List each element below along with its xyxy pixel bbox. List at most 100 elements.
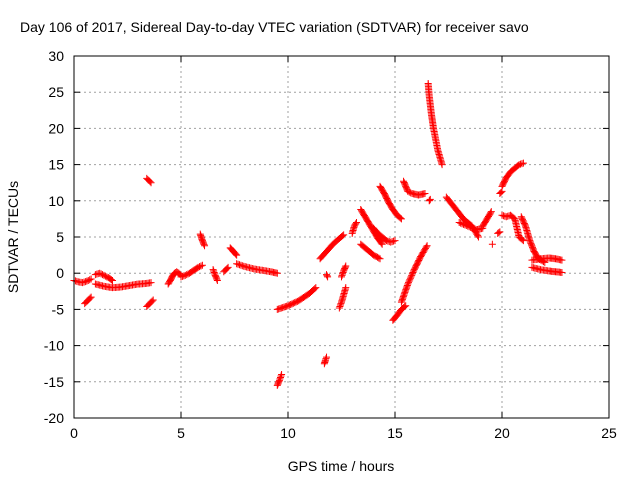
data-point — [210, 268, 218, 276]
data-point — [339, 232, 347, 240]
data-point — [519, 159, 527, 167]
data-point — [455, 219, 463, 227]
data-point — [406, 274, 414, 282]
data-point — [496, 228, 504, 236]
data-point — [197, 262, 205, 270]
series-arc-29 — [425, 195, 434, 205]
data-point — [404, 279, 412, 287]
data-point — [336, 301, 344, 309]
y-axis-label: SDTVAR / TECUs — [5, 181, 21, 293]
data-point — [422, 243, 430, 251]
data-point — [391, 237, 399, 245]
series-arc-05 — [143, 174, 155, 187]
x-tick-labels: 0 5 10 15 20 25 — [70, 425, 617, 441]
data-point — [213, 276, 221, 284]
data-point — [338, 273, 345, 281]
data-point — [233, 251, 241, 259]
x-tick-label: 15 — [387, 425, 403, 441]
series-arc-04 — [91, 279, 155, 292]
data-point — [497, 188, 505, 196]
series-arc-17 — [323, 271, 332, 281]
data-point — [518, 236, 526, 244]
x-tick-label: 0 — [70, 425, 78, 441]
data-point — [458, 220, 466, 228]
y-tick-labels: -20 -15 -10 -5 0 5 10 15 20 25 30 — [44, 48, 64, 426]
series-arc-09 — [196, 230, 209, 250]
y-tick-label: 10 — [48, 193, 64, 209]
data-point — [352, 219, 360, 227]
series-arc-14 — [273, 371, 286, 389]
data-point — [311, 285, 319, 293]
data-point — [341, 263, 349, 271]
y-tick-label: 5 — [56, 229, 64, 245]
series-arc-34 — [488, 240, 496, 248]
series-arc-06 — [143, 296, 157, 311]
y-tick-label: -15 — [44, 374, 64, 390]
data-point — [87, 275, 95, 283]
data-points — [70, 80, 566, 389]
series-arc-28 — [400, 177, 429, 199]
data-point — [342, 284, 350, 292]
data-point — [183, 271, 191, 279]
data-point — [396, 214, 404, 222]
data-point — [378, 240, 386, 248]
data-point — [426, 195, 434, 203]
data-point — [147, 279, 155, 287]
data-point — [100, 271, 108, 279]
series-arc-07 — [164, 268, 185, 288]
data-point — [223, 264, 231, 272]
data-point — [464, 222, 472, 230]
data-point — [107, 276, 115, 284]
data-point — [275, 376, 283, 384]
data-point — [97, 270, 105, 278]
x-tick-label: 20 — [494, 425, 510, 441]
y-tick-label: -5 — [52, 301, 65, 317]
data-point — [86, 294, 94, 302]
data-point — [337, 300, 345, 308]
data-point — [352, 220, 360, 228]
y-tick-label: 0 — [56, 265, 64, 281]
data-point — [336, 303, 344, 311]
data-point — [322, 355, 330, 363]
x-tick-label: 25 — [601, 425, 617, 441]
data-point — [201, 242, 209, 250]
data-point — [339, 270, 347, 278]
data-point — [406, 276, 414, 284]
series-arc-01 — [70, 275, 95, 287]
data-point — [408, 271, 416, 279]
data-point — [495, 229, 503, 237]
data-point — [404, 187, 412, 195]
series-arc-15 — [273, 284, 320, 313]
data-point — [276, 375, 284, 383]
series-arc-18 — [316, 231, 348, 263]
data-point — [146, 178, 154, 186]
series-arc-32 — [455, 219, 487, 234]
data-point — [462, 222, 470, 230]
series-arc-35 — [494, 228, 504, 237]
series-arc-25 — [376, 182, 405, 223]
data-point — [342, 262, 350, 270]
series-arc-16 — [320, 353, 331, 368]
series-arc-26 — [389, 302, 410, 324]
data-point — [397, 215, 405, 223]
data-point — [149, 296, 157, 304]
data-point — [312, 284, 320, 292]
data-point — [196, 263, 204, 271]
chart-title: Day 106 of 2017, Sidereal Day-to-day VTE… — [20, 19, 529, 35]
data-point — [181, 271, 189, 279]
series-arc-40 — [528, 254, 566, 264]
data-point — [231, 249, 239, 257]
data-point — [273, 269, 281, 277]
data-point — [404, 280, 412, 288]
series-arc-03 — [91, 269, 117, 284]
data-point — [209, 266, 217, 274]
data-point — [84, 276, 92, 284]
data-point — [519, 237, 527, 245]
data-point — [459, 220, 467, 228]
data-point — [401, 303, 409, 311]
series-arc-27 — [397, 242, 431, 306]
data-point — [421, 190, 429, 198]
data-point — [409, 268, 417, 276]
